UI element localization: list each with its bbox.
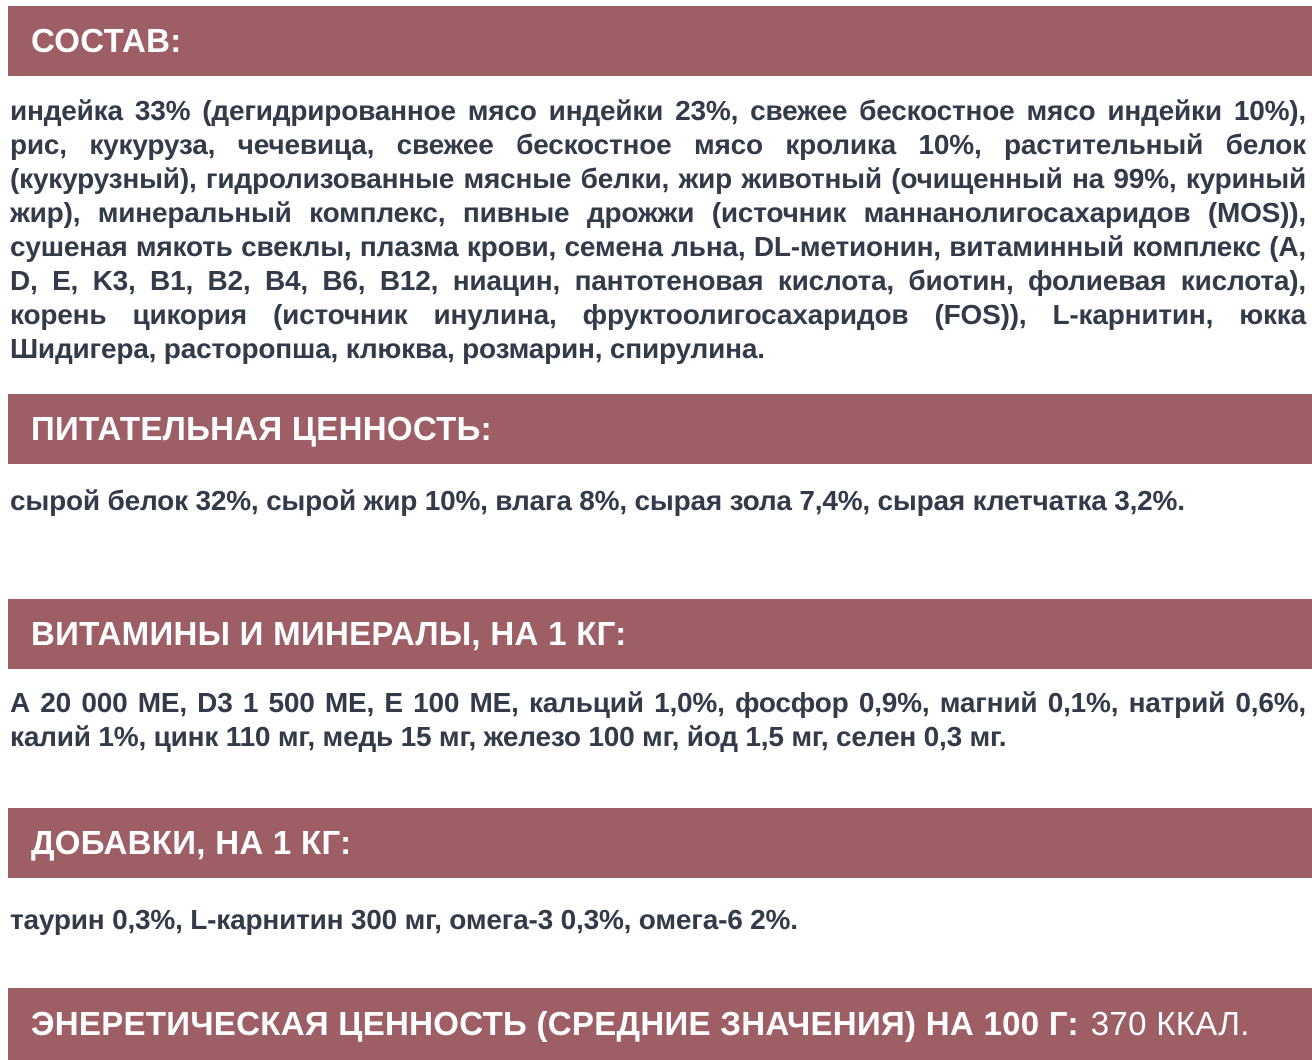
section-header-vitamins: ВИТАМИНЫ И МИНЕРАЛЫ, НА 1 КГ: [8, 599, 1312, 669]
composition-paragraph: индейка 33% (дегидрированное мясо индейк… [10, 95, 1306, 364]
section-header-nutrition: ПИТАТЕЛЬНАЯ ЦЕННОСТЬ: [8, 394, 1312, 464]
section-header-additives: ДОБАВКИ, НА 1 КГ: [8, 808, 1312, 878]
section-header-additives-label: ДОБАВКИ, НА 1 КГ: [31, 824, 352, 861]
section-header-composition-label: СОСТАВ: [31, 22, 182, 59]
energy-value: 370 ККАЛ. [1090, 1005, 1250, 1042]
section-header-composition: СОСТАВ: [8, 6, 1312, 76]
section-header-vitamins-label: ВИТАМИНЫ И МИНЕРАЛЫ, НА 1 КГ: [31, 615, 627, 652]
energy-value-bar: ЭНЕРЕТИЧЕСКАЯ ЦЕННОСТЬ (СРЕДНИЕ ЗНАЧЕНИЯ… [8, 988, 1312, 1060]
label-page: СОСТАВ: индейка 33% (дегидрированное мяс… [0, 6, 1312, 1060]
vitamins-paragraph: А 20 000 МЕ, D3 1 500 МЕ, Е 100 МЕ, каль… [10, 687, 1306, 752]
nutrition-paragraph: сырой белок 32%, сырой жир 10%, влага 8%… [10, 485, 1185, 516]
energy-label: ЭНЕРЕТИЧЕСКАЯ ЦЕННОСТЬ (СРЕДНИЕ ЗНАЧЕНИЯ… [31, 1005, 1079, 1042]
section-header-nutrition-label: ПИТАТЕЛЬНАЯ ЦЕННОСТЬ: [31, 410, 492, 447]
additives-paragraph: таурин 0,3%, L-карнитин 300 мг, омега-3 … [10, 904, 798, 935]
